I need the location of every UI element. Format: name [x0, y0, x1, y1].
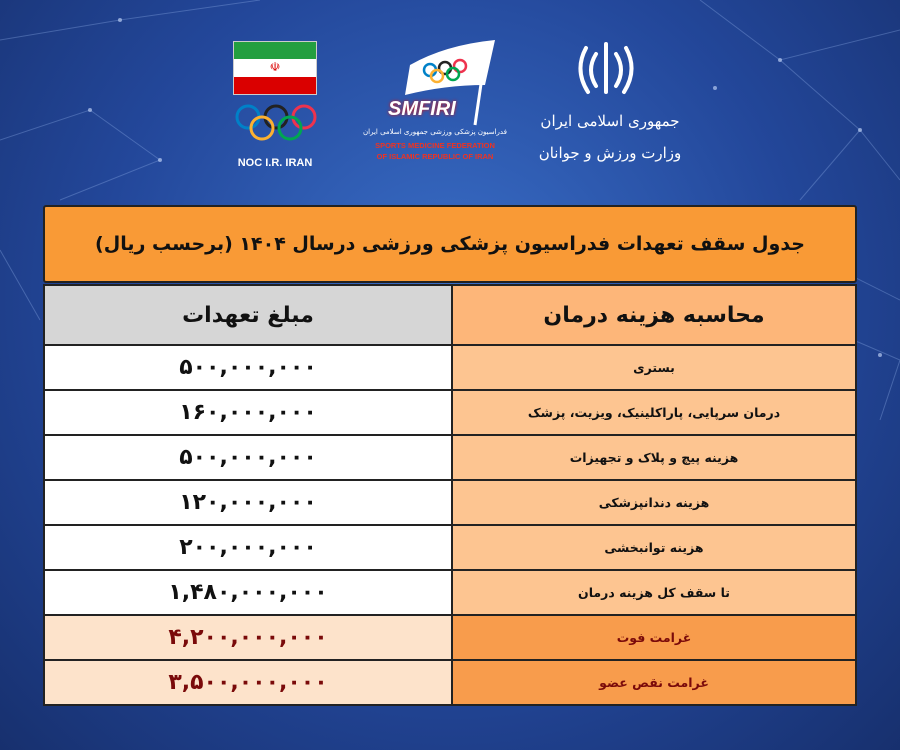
- ministry-name: وزارت ورزش و جوانان: [538, 144, 682, 162]
- row-label: هزینه توانبخشی: [451, 524, 857, 571]
- row-value: ۱,۴۸۰,۰۰۰,۰۰۰: [43, 569, 453, 616]
- row-value: ۳,۵۰۰,۰۰۰,۰۰۰: [43, 659, 453, 706]
- table-row-death-compensation: غرامت فوت ۴,۲۰۰,۰۰۰,۰۰۰: [43, 614, 857, 661]
- row-label: درمان سرپایی، پاراکلینیک، ویزیت، پزشک: [451, 389, 857, 436]
- table-row: هزینه توانبخشی ۲۰۰,۰۰۰,۰۰۰: [43, 524, 857, 571]
- smfiri-logo-text: SMFIRI: [388, 98, 456, 120]
- header-commitment-amount: مبلغ تعهدات: [43, 284, 453, 346]
- smfiri-persian-name: فدراسیون پزشکی ورزشی جمهوری اسلامی ایران: [363, 128, 507, 136]
- iran-flag: ☫: [233, 41, 317, 95]
- row-label: هزینه دندانپزشکی: [451, 479, 857, 526]
- commitments-table: محاسبه هزینه درمان مبلغ تعهدات بستری ۵۰۰,…: [43, 284, 857, 706]
- smfiri-flag-logo: [405, 40, 495, 126]
- header-cost-calculation: محاسبه هزینه درمان: [451, 284, 857, 346]
- table-row: بستری ۵۰۰,۰۰۰,۰۰۰: [43, 344, 857, 391]
- row-value: ۱۶۰,۰۰۰,۰۰۰: [43, 389, 453, 436]
- row-label: هزینه پیچ و پلاک و تجهیزات: [451, 434, 857, 481]
- row-label: بستری: [451, 344, 857, 391]
- row-label: غرامت نقص عضو: [451, 659, 857, 706]
- noc-label: NOC I.R. IRAN: [237, 157, 313, 169]
- olympic-rings-icon: [235, 104, 317, 141]
- ministry-text: جمهوری اسلامی ایران وزارت ورزش و جوانان: [520, 105, 700, 169]
- smfiri-english-name: SPORTS MEDICINE FEDERATION OF ISLAMIC REP…: [345, 140, 525, 162]
- row-label: غرامت فوت: [451, 614, 857, 661]
- smfiri-english-line-1: SPORTS MEDICINE FEDERATION: [375, 141, 495, 150]
- table-row: هزینه دندانپزشکی ۱۲۰,۰۰۰,۰۰۰: [43, 479, 857, 526]
- row-value: ۵۰۰,۰۰۰,۰۰۰: [43, 434, 453, 481]
- table-row-disability-compensation: غرامت نقص عضو ۳,۵۰۰,۰۰۰,۰۰۰: [43, 659, 857, 706]
- row-value: ۲۰۰,۰۰۰,۰۰۰: [43, 524, 453, 571]
- table-row: هزینه پیچ و پلاک و تجهیزات ۵۰۰,۰۰۰,۰۰۰: [43, 434, 857, 481]
- row-value: ۵۰۰,۰۰۰,۰۰۰: [43, 344, 453, 391]
- row-label: تا سقف کل هزینه درمان: [451, 569, 857, 616]
- table-header-row: محاسبه هزینه درمان مبلغ تعهدات: [43, 284, 857, 346]
- table-row: درمان سرپایی، پاراکلینیک، ویزیت، پزشک ۱۶۰…: [43, 389, 857, 436]
- iran-emblem-icon: [578, 42, 634, 94]
- table-title: جدول سقف تعهدات فدراسیون پزشکی ورزشی درس…: [43, 205, 857, 283]
- republic-name: جمهوری اسلامی ایران: [540, 112, 680, 130]
- row-value: ۴,۲۰۰,۰۰۰,۰۰۰: [43, 614, 453, 661]
- table-row-total: تا سقف کل هزینه درمان ۱,۴۸۰,۰۰۰,۰۰۰: [43, 569, 857, 616]
- row-value: ۱۲۰,۰۰۰,۰۰۰: [43, 479, 453, 526]
- smfiri-english-line-2: OF ISLAMIC REPUBLIC OF IRAN: [376, 152, 494, 161]
